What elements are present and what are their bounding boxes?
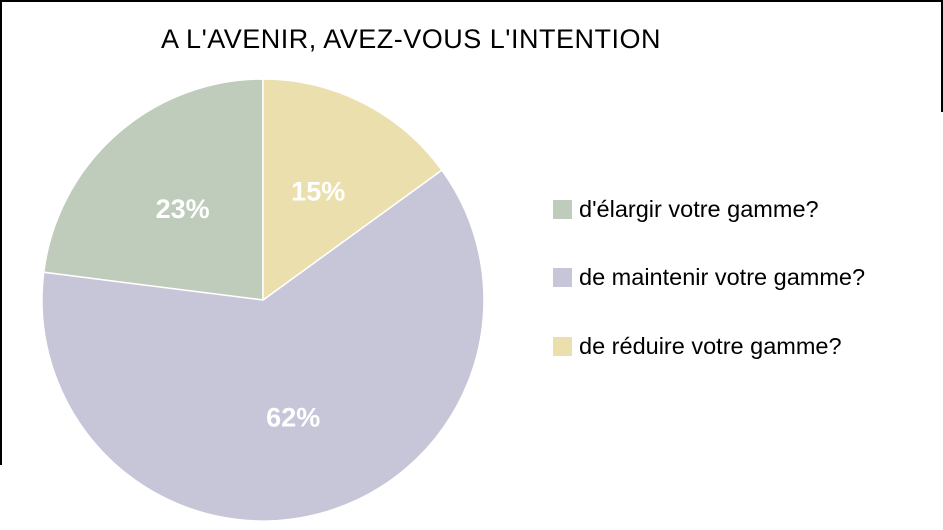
pie-slice-1 xyxy=(41,169,485,522)
legend: d'élargir votre gamme? de maintenir votr… xyxy=(553,186,865,392)
legend-item-elargir: d'élargir votre gamme? xyxy=(553,186,865,232)
legend-swatch-elargir xyxy=(553,199,572,219)
pie-slice-label-2: 15% xyxy=(291,177,345,207)
pie-slice-label-1: 62% xyxy=(266,403,320,433)
legend-label-maintenir: de maintenir votre gamme? xyxy=(579,264,866,290)
chart-title: A L'AVENIR, AVEZ-VOUS L'INTENTION xyxy=(161,24,661,54)
legend-swatch-reduire xyxy=(553,336,572,356)
legend-item-maintenir: de maintenir votre gamme? xyxy=(553,255,865,301)
frame-border-left xyxy=(0,0,2,465)
frame-border-top xyxy=(0,0,943,2)
pie-slice-0 xyxy=(42,78,264,301)
legend-label-elargir: d'élargir votre gamme? xyxy=(579,195,819,222)
pie-slice-label-0: 23% xyxy=(156,194,210,224)
legend-item-reduire: de réduire votre gamme? xyxy=(553,323,865,369)
pie-slice-2 xyxy=(262,78,443,301)
legend-swatch-maintenir xyxy=(553,268,572,287)
legend-label-reduire: de réduire votre gamme? xyxy=(579,332,842,359)
frame-border-right xyxy=(941,0,943,112)
